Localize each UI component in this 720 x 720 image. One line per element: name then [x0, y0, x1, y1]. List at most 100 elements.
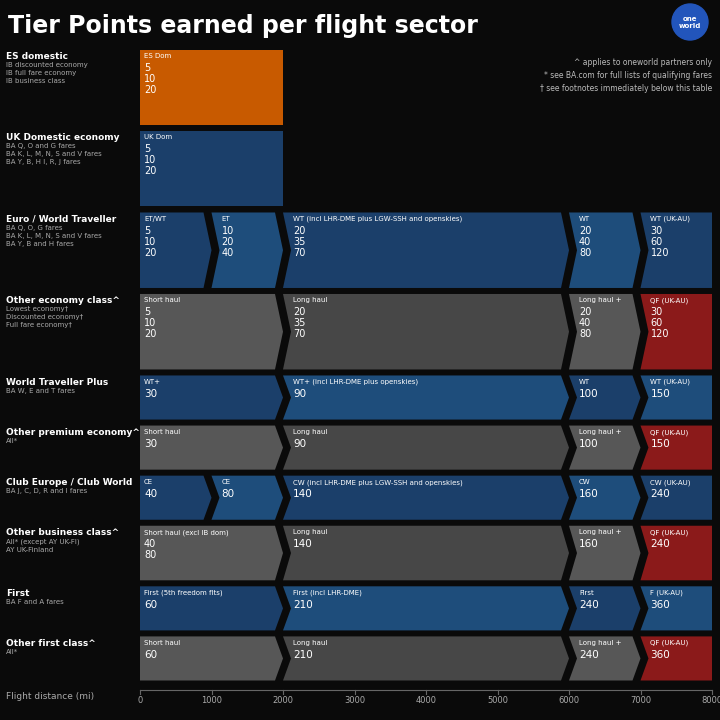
- Polygon shape: [140, 476, 212, 520]
- Polygon shape: [641, 212, 712, 288]
- Text: 30: 30: [650, 307, 662, 318]
- Polygon shape: [641, 375, 712, 420]
- Text: 5: 5: [144, 145, 150, 155]
- Polygon shape: [569, 375, 641, 420]
- Text: 2000: 2000: [272, 696, 294, 705]
- Polygon shape: [569, 586, 641, 631]
- Polygon shape: [641, 294, 712, 369]
- Text: 35: 35: [293, 318, 305, 328]
- Text: F (UK-AU): F (UK-AU): [650, 590, 683, 596]
- Text: 70: 70: [293, 330, 305, 339]
- Text: 160: 160: [579, 489, 599, 499]
- Text: 10: 10: [222, 226, 234, 236]
- Text: 160: 160: [579, 539, 599, 549]
- Text: CW (incl LHR-DME plus LGW-SSH and openskies): CW (incl LHR-DME plus LGW-SSH and opensk…: [293, 479, 463, 486]
- Text: one: one: [683, 16, 697, 22]
- Text: 150: 150: [650, 389, 670, 399]
- Text: All*: All*: [6, 649, 18, 655]
- Text: 5: 5: [144, 63, 150, 73]
- Polygon shape: [641, 526, 712, 580]
- Text: 80: 80: [579, 248, 591, 258]
- Polygon shape: [140, 131, 283, 207]
- Text: 80: 80: [222, 489, 235, 499]
- Text: 140: 140: [293, 489, 312, 499]
- Text: Long haul: Long haul: [293, 429, 328, 435]
- Text: Other economy class^: Other economy class^: [6, 297, 120, 305]
- Text: 20: 20: [222, 237, 234, 247]
- Text: BA J, C, D, R and I fares: BA J, C, D, R and I fares: [6, 488, 87, 494]
- Text: 60: 60: [650, 318, 662, 328]
- Text: 20: 20: [144, 330, 156, 339]
- Text: * see BA.com for full lists of qualifying fares: * see BA.com for full lists of qualifyin…: [544, 71, 712, 80]
- Polygon shape: [641, 586, 712, 631]
- Text: Lowest economy†
Discounted economy†
Full fare economy†: Lowest economy† Discounted economy† Full…: [6, 307, 84, 328]
- Text: 20: 20: [144, 248, 156, 258]
- Polygon shape: [569, 526, 641, 580]
- Text: 80: 80: [144, 550, 156, 560]
- Text: 240: 240: [579, 650, 599, 660]
- Text: 60: 60: [144, 600, 157, 610]
- Text: First (incl LHR-DME): First (incl LHR-DME): [293, 590, 362, 596]
- Text: CW (UK-AU): CW (UK-AU): [650, 479, 691, 486]
- Polygon shape: [283, 586, 569, 631]
- Text: CE: CE: [144, 479, 153, 485]
- Polygon shape: [641, 636, 712, 680]
- Polygon shape: [641, 476, 712, 520]
- Text: QF (UK-AU): QF (UK-AU): [650, 297, 689, 304]
- Text: QF (UK-AU): QF (UK-AU): [650, 529, 689, 536]
- Text: ES Dom: ES Dom: [144, 53, 171, 59]
- Text: QF (UK-AU): QF (UK-AU): [650, 640, 689, 647]
- Text: Short haul (excl IB dom): Short haul (excl IB dom): [144, 529, 229, 536]
- Text: BA Q, O, G fares
BA K, L, M, N, S and V fares
BA Y, B and H fares: BA Q, O, G fares BA K, L, M, N, S and V …: [6, 225, 102, 247]
- Text: BA W, E and T fares: BA W, E and T fares: [6, 388, 75, 394]
- Text: World Traveller Plus: World Traveller Plus: [6, 378, 108, 387]
- Text: Flight distance (mi): Flight distance (mi): [6, 692, 94, 701]
- Text: Club Europe / Club World: Club Europe / Club World: [6, 478, 132, 487]
- Text: 40: 40: [144, 489, 157, 499]
- Text: All* (except AY UK-FI)
AY UK-Finland: All* (except AY UK-FI) AY UK-Finland: [6, 539, 80, 553]
- Text: 20: 20: [293, 226, 305, 236]
- Text: 120: 120: [650, 248, 669, 258]
- Text: 40: 40: [579, 318, 591, 328]
- Text: world: world: [679, 23, 701, 29]
- Text: IB discounted economy
IB full fare economy
IB business class: IB discounted economy IB full fare econo…: [6, 62, 88, 84]
- Text: WT (incl LHR-DME plus LGW-SSH and openskies): WT (incl LHR-DME plus LGW-SSH and opensk…: [293, 216, 462, 222]
- Text: 140: 140: [293, 539, 312, 549]
- Text: 10: 10: [144, 74, 156, 84]
- Text: 40: 40: [144, 539, 156, 549]
- Text: 40: 40: [222, 248, 234, 258]
- Text: ^ applies to oneworld partners only: ^ applies to oneworld partners only: [574, 58, 712, 67]
- Text: 30: 30: [650, 226, 662, 236]
- Text: WT+: WT+: [144, 379, 161, 385]
- Text: 10: 10: [144, 237, 156, 247]
- Polygon shape: [569, 476, 641, 520]
- Polygon shape: [140, 294, 283, 369]
- Text: WT: WT: [579, 379, 590, 385]
- Text: 360: 360: [650, 650, 670, 660]
- Polygon shape: [140, 212, 212, 288]
- Polygon shape: [283, 212, 569, 288]
- Text: First: First: [6, 589, 30, 598]
- Polygon shape: [569, 426, 641, 469]
- Text: Other business class^: Other business class^: [6, 528, 119, 537]
- Polygon shape: [283, 375, 569, 420]
- Text: 90: 90: [293, 439, 306, 449]
- Text: BA Q, O and G fares
BA K, L, M, N, S and V fares
BA Y, B, H I, R, J fares: BA Q, O and G fares BA K, L, M, N, S and…: [6, 143, 102, 166]
- Text: Tier Points earned per flight sector: Tier Points earned per flight sector: [8, 14, 478, 38]
- Text: 35: 35: [293, 237, 305, 247]
- Text: WT+ (incl LHR-DME plus openskies): WT+ (incl LHR-DME plus openskies): [293, 379, 418, 385]
- Text: Long haul: Long haul: [293, 640, 328, 646]
- Text: 20: 20: [144, 166, 156, 176]
- Polygon shape: [140, 526, 283, 580]
- Polygon shape: [569, 212, 641, 288]
- Polygon shape: [140, 586, 283, 631]
- Text: 30: 30: [144, 389, 157, 399]
- Text: 80: 80: [579, 330, 591, 339]
- Polygon shape: [569, 294, 641, 369]
- Text: Long haul: Long haul: [293, 297, 328, 303]
- Text: Euro / World Traveller: Euro / World Traveller: [6, 215, 116, 224]
- Text: WT: WT: [579, 216, 590, 222]
- Text: UK Dom: UK Dom: [144, 135, 172, 140]
- Text: 10: 10: [144, 318, 156, 328]
- Text: ES domestic: ES domestic: [6, 52, 68, 61]
